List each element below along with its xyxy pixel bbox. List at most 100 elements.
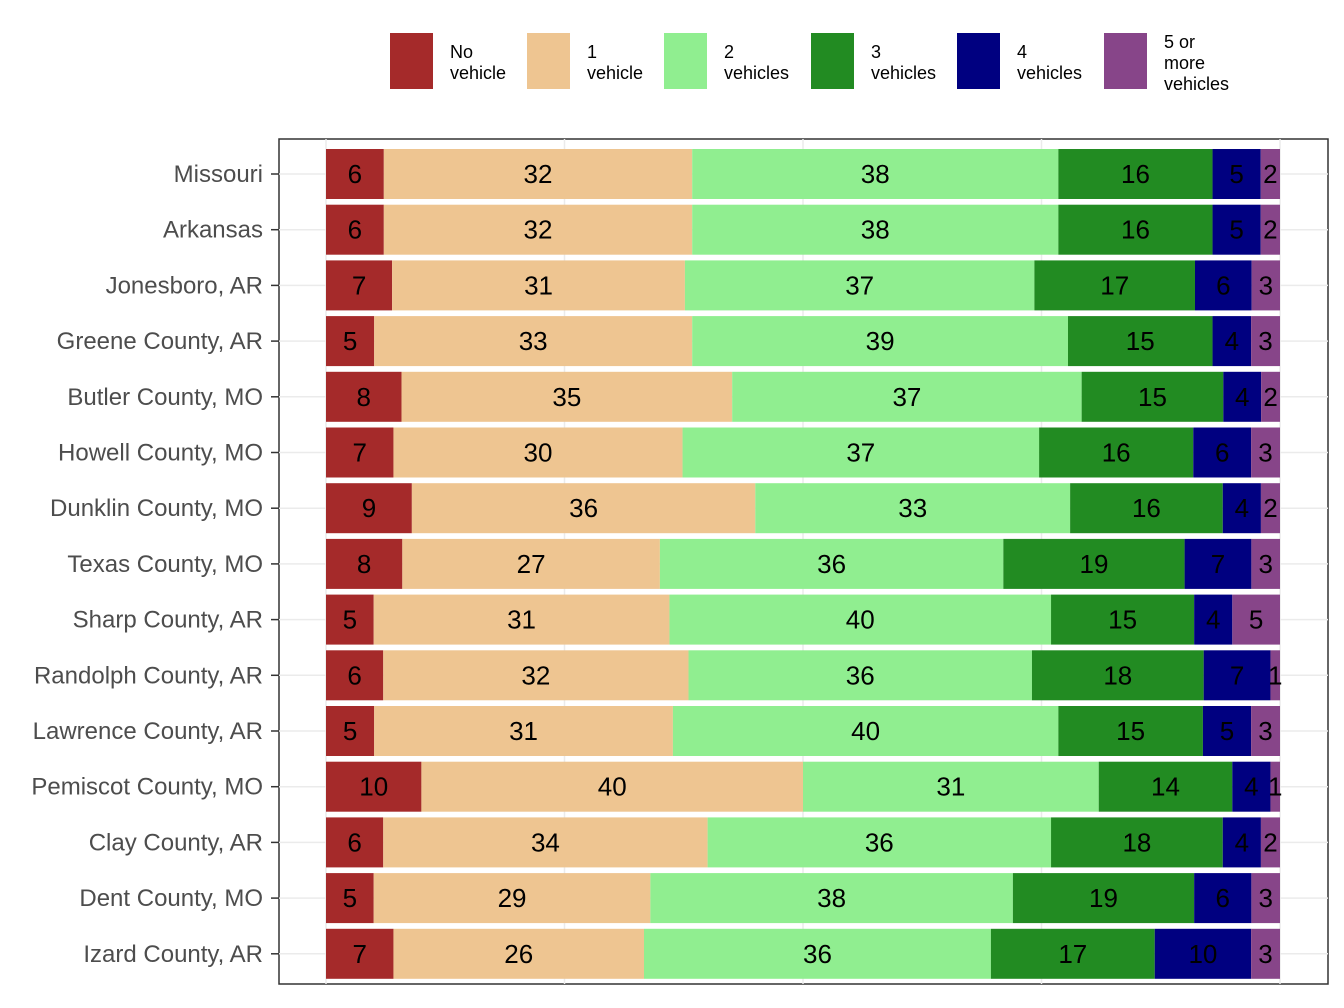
- bar-segment: [1003, 538, 1185, 589]
- bar-value-label: 15: [1108, 605, 1137, 635]
- bar-value-label: 18: [1122, 827, 1151, 857]
- bar-segment: [682, 427, 1040, 478]
- legend-key: [390, 33, 433, 89]
- bar-segment: [1058, 706, 1203, 756]
- bar-segment: [1232, 761, 1271, 812]
- legend-label: 4 vehicles: [1017, 42, 1082, 83]
- category-label: Butler County, MO: [67, 384, 263, 411]
- bar-value-label: 5: [1229, 159, 1243, 189]
- bar-segment: [326, 149, 384, 199]
- bar-value-label: 1: [1268, 660, 1282, 690]
- bar-segment: [1251, 427, 1280, 478]
- bar-value-label: 36: [803, 939, 832, 969]
- bar-value-label: 32: [524, 215, 553, 245]
- bar-value-label: 34: [531, 827, 560, 857]
- bar-value-label: 38: [817, 883, 846, 913]
- legend-label: 1 vehicle: [587, 42, 643, 83]
- bar-value-label: 31: [507, 605, 536, 635]
- bar-value-label: 5: [1229, 215, 1243, 245]
- bar-value-label: 6: [348, 215, 362, 245]
- bar-segment: [688, 650, 1032, 701]
- legend-label: No vehicle: [450, 42, 506, 83]
- bar-segment: [383, 650, 689, 701]
- legend-item: 4 vehicles: [957, 33, 1082, 89]
- bar-value-label: 2: [1263, 493, 1277, 523]
- bar-segment: [326, 371, 402, 422]
- bar-segment: [383, 149, 693, 199]
- bar-value-label: 7: [1211, 549, 1225, 579]
- bar-segment: [1222, 483, 1261, 534]
- bar-value-label: 37: [846, 438, 875, 468]
- category-label: Jonesboro, AR: [106, 272, 263, 299]
- bar-value-label: 3: [1258, 716, 1272, 746]
- bar-value-label: 6: [1216, 883, 1230, 913]
- bar-value-label: 2: [1263, 827, 1277, 857]
- legend: No vehicle 1 vehicle 2 vehicles 3 vehicles 4 vehi…: [390, 32, 1229, 94]
- bar-segment: [1251, 538, 1280, 589]
- category-label: Pemiscot County, MO: [31, 774, 263, 801]
- bar-value-label: 7: [352, 939, 366, 969]
- bar-value-label: 31: [509, 716, 538, 746]
- bar-segment: [755, 483, 1071, 534]
- bar-value-label: 37: [892, 382, 921, 412]
- bar-value-label: 29: [498, 883, 527, 913]
- bar-value-label: 17: [1058, 939, 1087, 969]
- bar-value-label: 7: [352, 270, 366, 300]
- bar-value-label: 4: [1235, 382, 1249, 412]
- bar-value-label: 6: [347, 660, 361, 690]
- bar-segment: [1070, 483, 1223, 534]
- bar-segment: [1251, 873, 1280, 924]
- bar-segment: [326, 594, 374, 645]
- bar-value-label: 14: [1151, 772, 1180, 802]
- bar-segment: [1194, 594, 1233, 645]
- category-label: Randolph County, AR: [34, 662, 263, 689]
- bar-segment: [650, 873, 1013, 924]
- bar-value-label: 27: [517, 549, 546, 579]
- bar-segment: [421, 761, 803, 812]
- bar-value-label: 16: [1121, 159, 1150, 189]
- bar-segment: [1034, 260, 1195, 311]
- bar-value-label: 4: [1235, 827, 1249, 857]
- legend-item: 5 or more vehicles: [1104, 32, 1229, 94]
- bar-segment: [1058, 204, 1213, 255]
- bar-segment: [326, 260, 393, 311]
- bar-segment: [692, 204, 1059, 255]
- bar-value-label: 2: [1263, 159, 1277, 189]
- bar-segment: [1251, 260, 1280, 311]
- bar-value-label: 7: [352, 438, 366, 468]
- bar-value-label: 19: [1080, 549, 1109, 579]
- bar-value-label: 6: [348, 159, 362, 189]
- bar-segment: [644, 928, 991, 979]
- bar-segment: [401, 371, 733, 422]
- bar-value-label: 5: [343, 716, 357, 746]
- bar-value-label: 36: [817, 549, 846, 579]
- bar-segment: [1260, 204, 1280, 255]
- bar-value-label: 32: [521, 660, 550, 690]
- bar-value-label: 4: [1235, 493, 1249, 523]
- bar-segment: [326, 650, 384, 701]
- bar-value-label: 17: [1100, 270, 1129, 300]
- legend-key: [1104, 33, 1147, 89]
- legend-label: 5 or more vehicles: [1164, 32, 1229, 94]
- legend-key: [527, 33, 570, 89]
- bar-segment: [1251, 706, 1280, 756]
- bar-value-label: 15: [1138, 382, 1167, 412]
- bar-segment: [1039, 427, 1194, 478]
- bar-value-label: 40: [598, 772, 627, 802]
- bar-segment: [684, 260, 1035, 311]
- bar-value-label: 3: [1258, 939, 1272, 969]
- category-label: Clay County, AR: [89, 829, 263, 856]
- bar-segment: [1260, 483, 1280, 534]
- category-label: Texas County, MO: [67, 551, 263, 578]
- bar-value-label: 33: [519, 326, 548, 356]
- bar-segment: [1184, 538, 1252, 589]
- bar-segment: [692, 316, 1068, 367]
- bar-value-label: 5: [343, 883, 357, 913]
- category-label: Sharp County, AR: [73, 607, 263, 634]
- bar-segment: [1051, 594, 1195, 645]
- legend-item: 3 vehicles: [811, 33, 936, 89]
- bar-value-label: 5: [343, 326, 357, 356]
- bar-value-label: 32: [524, 159, 553, 189]
- bar-segment: [1194, 873, 1252, 924]
